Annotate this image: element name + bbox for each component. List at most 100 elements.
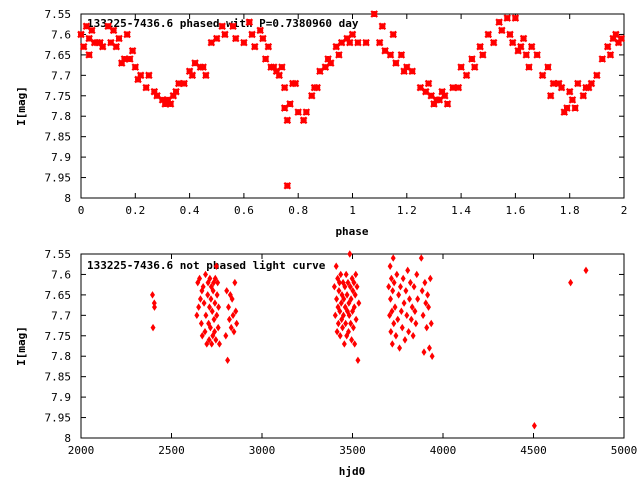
unphased-y-tick-label: 8 bbox=[64, 432, 71, 445]
phased-data-point bbox=[354, 38, 362, 47]
unphased-data-point bbox=[212, 299, 218, 307]
phased-data-point bbox=[202, 71, 210, 80]
phased-x-tick-label: 2 bbox=[621, 204, 628, 217]
phased-data-point bbox=[164, 96, 172, 104]
unphased-data-point bbox=[337, 307, 343, 315]
unphased-data-point bbox=[340, 323, 346, 332]
unphased-data-point bbox=[331, 282, 337, 291]
unphased-data-point bbox=[347, 282, 353, 291]
unphased-data-point bbox=[350, 287, 356, 295]
unphased-data-point bbox=[210, 332, 216, 340]
phased-y-axis-label: I[mag] bbox=[15, 86, 28, 126]
unphased-data-point bbox=[227, 291, 233, 299]
phased-y-tick-label: 7.75 bbox=[45, 90, 72, 103]
phased-data-point bbox=[212, 34, 221, 43]
unphased-data-point bbox=[349, 274, 355, 283]
unphased-data-point bbox=[413, 319, 419, 328]
phased-y-tick-label: 7.85 bbox=[45, 131, 72, 144]
phased-data-point bbox=[470, 63, 479, 71]
unphased-data-point bbox=[338, 270, 344, 279]
unphased-data-point bbox=[337, 332, 343, 340]
unphased-data-point bbox=[215, 323, 221, 332]
phased-data-point bbox=[498, 26, 506, 35]
phased-data-point bbox=[457, 63, 465, 71]
unphased-data-point bbox=[344, 307, 350, 315]
phased-data-point bbox=[517, 42, 525, 51]
phased-data-point bbox=[150, 87, 159, 96]
phased-data-point bbox=[422, 87, 430, 96]
unphased-data-point bbox=[422, 278, 428, 287]
phased-data-point bbox=[449, 83, 457, 92]
phased-data-point bbox=[307, 91, 316, 100]
unphased-data-point bbox=[347, 250, 353, 258]
unphased-data-point bbox=[406, 327, 412, 336]
unphased-data-point bbox=[411, 282, 417, 291]
unphased-x-tick-label: 5000 bbox=[611, 444, 638, 457]
phased-data-point bbox=[609, 34, 617, 43]
unphased-x-tick-label: 3000 bbox=[249, 444, 276, 457]
unphased-data-point bbox=[405, 266, 411, 275]
phased-data-point bbox=[283, 181, 292, 190]
phased-data-point bbox=[158, 96, 167, 104]
phased-x-tick-label: 0.4 bbox=[180, 204, 200, 217]
phased-data-point bbox=[250, 42, 259, 51]
phased-data-point bbox=[280, 83, 289, 92]
unphased-data-point bbox=[343, 270, 349, 279]
phased-data-point bbox=[115, 34, 123, 43]
unphased-data-point bbox=[338, 299, 344, 307]
unphased-data-point bbox=[389, 340, 395, 348]
phased-data-point bbox=[174, 79, 183, 88]
unphased-data-point bbox=[203, 311, 209, 320]
phased-data-point bbox=[519, 34, 528, 43]
unphased-data-point bbox=[419, 287, 425, 295]
unphased-data-point bbox=[350, 323, 356, 332]
unphased-x-tick-label: 4000 bbox=[430, 444, 457, 457]
unphased-data-point bbox=[350, 307, 355, 315]
unphased-data-point bbox=[427, 274, 433, 283]
phased-data-point bbox=[191, 59, 199, 67]
phased-data-point bbox=[598, 55, 607, 63]
phased-data-point bbox=[579, 91, 588, 100]
phased-data-point bbox=[142, 83, 150, 92]
unphased-data-point bbox=[402, 336, 408, 344]
unphased-data-point bbox=[209, 307, 215, 315]
unphased-data-point bbox=[204, 340, 210, 348]
phased-data-point bbox=[430, 100, 438, 108]
phased-data-point bbox=[606, 51, 615, 59]
unphased-x-ticks: 2000 2500 3000 3500 4000 4500 5000 bbox=[68, 254, 638, 457]
phased-data-point bbox=[549, 79, 558, 88]
unphased-data-point bbox=[226, 303, 231, 311]
phased-data-point bbox=[294, 108, 302, 116]
phased-data-point bbox=[327, 59, 335, 67]
unphased-data-point bbox=[415, 295, 421, 303]
phased-data-point bbox=[617, 34, 626, 43]
phased-data-point bbox=[511, 14, 520, 22]
unphased-y-tick-label: 7.55 bbox=[45, 248, 72, 261]
unphased-data-point bbox=[229, 295, 235, 303]
unphased-data-point bbox=[336, 287, 342, 295]
phased-data-point bbox=[109, 26, 118, 35]
unphased-y-tick-label: 7.6 bbox=[51, 268, 71, 281]
unphased-data-point bbox=[199, 332, 205, 340]
phased-data-point bbox=[563, 104, 571, 112]
phased-data-point bbox=[508, 38, 517, 47]
phased-data-point bbox=[256, 26, 264, 35]
unphased-data-point bbox=[214, 311, 220, 320]
unphased-points bbox=[150, 250, 589, 430]
unphased-data-point bbox=[426, 303, 432, 311]
phased-data-point bbox=[416, 83, 425, 92]
phased-data-point bbox=[278, 63, 286, 71]
phased-data-point bbox=[98, 42, 107, 51]
phased-y-tick-label: 7.55 bbox=[45, 8, 72, 21]
unphased-y-tick-label: 7.9 bbox=[51, 391, 71, 404]
phased-data-point bbox=[468, 55, 476, 63]
phased-data-point bbox=[185, 67, 194, 76]
unphased-data-point bbox=[420, 311, 426, 320]
unphased-data-point bbox=[387, 311, 393, 320]
phased-data-point bbox=[104, 22, 112, 31]
phased-data-point bbox=[77, 30, 85, 39]
unphased-data-point bbox=[386, 282, 392, 291]
phased-data-point bbox=[544, 63, 552, 71]
phased-data-point bbox=[386, 51, 395, 59]
phased-data-point bbox=[454, 83, 463, 92]
